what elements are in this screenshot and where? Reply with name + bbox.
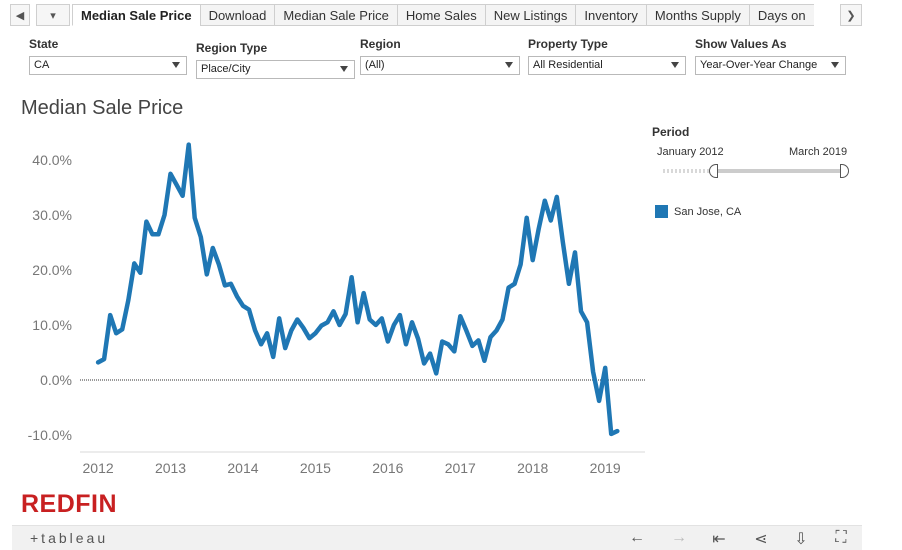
y-tick-label: 10.0% [32, 317, 72, 333]
chevron-down-icon [671, 62, 679, 68]
legend: San Jose, CA [655, 205, 741, 218]
tab-days-on[interactable]: Days on [749, 4, 814, 26]
state-filter: State CA [29, 37, 187, 75]
period-start-label: January 2012 [657, 146, 724, 158]
region-type-value: Place/City [201, 63, 251, 75]
x-tick-label: 2012 [83, 460, 114, 476]
tab-download[interactable]: Download [200, 4, 275, 26]
x-tick-label: 2018 [517, 460, 548, 476]
legend-label: San Jose, CA [674, 206, 741, 218]
region-type-select[interactable]: Place/City [196, 60, 355, 79]
tab-median-sale-price-2[interactable]: Median Sale Price [274, 4, 397, 26]
region-type-label: Region Type [196, 41, 355, 57]
x-tick-label: 2016 [372, 460, 403, 476]
region-label: Region [360, 37, 520, 53]
tab-new-listings[interactable]: New Listings [485, 4, 576, 26]
show-values-as-filter: Show Values As Year-Over-Year Change [695, 37, 846, 75]
region-filter: Region (All) [360, 37, 520, 75]
chevron-down-icon [172, 62, 180, 68]
chevron-down-icon [340, 66, 348, 72]
x-tick-label: 2019 [590, 460, 621, 476]
tab-scroll-right-icon[interactable]: ❯ [840, 4, 862, 26]
legend-swatch [655, 205, 668, 218]
show-values-as-value: Year-Over-Year Change [700, 59, 817, 71]
fullscreen-icon[interactable]: ⛶ [830, 529, 852, 547]
region-value: (All) [365, 59, 385, 71]
undo-icon[interactable]: ← [626, 529, 648, 547]
period-end-label: March 2019 [789, 146, 847, 158]
property-type-label: Property Type [528, 37, 686, 53]
y-tick-label: 0.0% [40, 372, 72, 388]
slider-start-handle[interactable] [709, 164, 718, 178]
share-icon[interactable]: ⋖ [750, 529, 772, 549]
tab-strip: Median Sale Price Download Median Sale P… [72, 4, 838, 26]
series-line-san-jose [98, 145, 617, 434]
state-value: CA [34, 59, 49, 71]
tab-bar: ◀ ▾ Median Sale Price Download Median Sa… [10, 4, 863, 26]
state-select[interactable]: CA [29, 56, 187, 75]
x-tick-label: 2017 [445, 460, 476, 476]
property-type-value: All Residential [533, 59, 603, 71]
redo-icon[interactable]: → [668, 529, 690, 547]
period-slider[interactable] [663, 164, 849, 178]
tableau-toolbar: +tableau ← → ⇤ ⋖ ⇩ ⛶ [12, 525, 862, 550]
show-values-as-label: Show Values As [695, 37, 846, 53]
x-tick-label: 2013 [155, 460, 186, 476]
tab-menu-dropdown-icon[interactable]: ▾ [36, 4, 70, 26]
slider-track-inactive [663, 169, 713, 173]
x-tick-label: 2014 [227, 460, 258, 476]
y-tick-label: 30.0% [32, 207, 72, 223]
slider-track-active [713, 169, 845, 173]
tab-home-sales[interactable]: Home Sales [397, 4, 485, 26]
property-type-filter: Property Type All Residential [528, 37, 686, 75]
region-type-filter: Region Type Place/City [196, 41, 355, 79]
tab-inventory[interactable]: Inventory [575, 4, 645, 26]
y-tick-label: 40.0% [32, 152, 72, 168]
y-tick-label: -10.0% [28, 427, 72, 443]
period-label: Period [652, 125, 689, 139]
redfin-logo: REDFIN [21, 490, 117, 519]
revert-icon[interactable]: ⇤ [708, 529, 730, 549]
x-tick-label: 2015 [300, 460, 331, 476]
tab-median-sale-price[interactable]: Median Sale Price [72, 4, 200, 26]
chevron-down-icon [831, 62, 839, 68]
state-label: State [29, 37, 187, 53]
tableau-logo[interactable]: +tableau [30, 530, 108, 546]
tab-scroll-left-icon[interactable]: ◀ [10, 4, 30, 26]
region-select[interactable]: (All) [360, 56, 520, 75]
tab-months-supply[interactable]: Months Supply [646, 4, 749, 26]
download-icon[interactable]: ⇩ [790, 529, 812, 549]
slider-end-handle[interactable] [840, 164, 849, 178]
chevron-down-icon [505, 62, 513, 68]
show-values-as-select[interactable]: Year-Over-Year Change [695, 56, 846, 75]
chart-title: Median Sale Price [21, 97, 183, 120]
line-chart[interactable]: 40.0% 30.0% 20.0% 10.0% 0.0% -10.0% 2012 2013 20… [0, 125, 650, 485]
property-type-select[interactable]: All Residential [528, 56, 686, 75]
y-tick-label: 20.0% [32, 262, 72, 278]
